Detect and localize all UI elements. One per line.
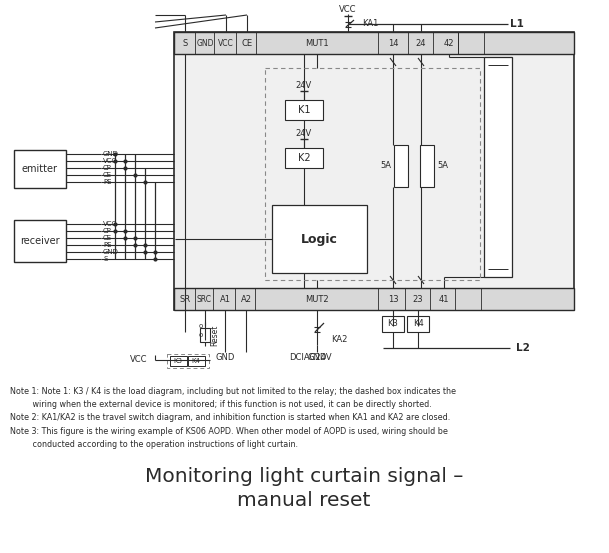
- Text: Note 1: Note 1: K3 / K4 is the load diagram, including but not limited to the re: Note 1: Note 1: K3 / K4 is the load diag…: [10, 387, 456, 449]
- Text: K1: K1: [298, 105, 310, 115]
- Text: K3: K3: [174, 358, 183, 364]
- Bar: [285, 100, 323, 120]
- Bar: [174, 32, 574, 54]
- Text: K3: K3: [387, 320, 398, 328]
- Bar: [265, 68, 480, 280]
- Text: A2: A2: [241, 295, 252, 304]
- Text: K4: K4: [192, 358, 200, 364]
- Bar: [394, 145, 408, 187]
- Bar: [14, 220, 66, 262]
- Text: GND: GND: [308, 353, 326, 363]
- Text: CE: CE: [241, 39, 253, 48]
- Text: manual reset: manual reset: [238, 491, 371, 509]
- Text: 41: 41: [438, 295, 449, 304]
- Text: CE: CE: [103, 235, 112, 241]
- Text: 24V: 24V: [296, 129, 312, 138]
- Text: CP: CP: [103, 165, 112, 171]
- Text: Logic: Logic: [301, 232, 337, 246]
- Text: S: S: [103, 256, 107, 262]
- Bar: [200, 328, 210, 342]
- Text: CE: CE: [103, 172, 112, 178]
- Bar: [174, 32, 574, 310]
- Text: KA2: KA2: [331, 336, 347, 345]
- Bar: [14, 150, 66, 188]
- Text: receiver: receiver: [20, 236, 60, 246]
- Text: VCC: VCC: [218, 39, 234, 48]
- Text: 24: 24: [416, 39, 426, 48]
- Bar: [188, 356, 205, 366]
- Text: 5A: 5A: [437, 161, 448, 170]
- Text: MUT2: MUT2: [305, 295, 329, 304]
- Text: VCC: VCC: [130, 356, 147, 364]
- Text: o: o: [199, 323, 203, 329]
- Bar: [285, 148, 323, 168]
- Text: SR: SR: [180, 295, 191, 304]
- Bar: [272, 205, 367, 273]
- Text: K4: K4: [413, 320, 423, 328]
- Text: L2: L2: [516, 343, 530, 353]
- Bar: [382, 316, 404, 332]
- Text: Reset: Reset: [211, 324, 219, 346]
- Text: Monitoring light curtain signal –: Monitoring light curtain signal –: [145, 467, 463, 486]
- Text: MUT1: MUT1: [305, 39, 329, 48]
- Text: S: S: [182, 39, 188, 48]
- Text: GND: GND: [196, 39, 214, 48]
- Bar: [170, 356, 187, 366]
- Text: GND: GND: [103, 151, 119, 157]
- Text: DCIAC24V: DCIAC24V: [289, 353, 331, 363]
- Text: PE: PE: [103, 242, 111, 248]
- Text: K2: K2: [298, 153, 311, 163]
- Text: 13: 13: [388, 295, 398, 304]
- Text: 23: 23: [413, 295, 423, 304]
- Text: 5A: 5A: [380, 161, 391, 170]
- Text: 24V: 24V: [296, 81, 312, 91]
- Text: CP: CP: [103, 228, 112, 234]
- Text: o: o: [199, 332, 203, 338]
- Text: 42: 42: [444, 39, 454, 48]
- Text: A1: A1: [219, 295, 230, 304]
- Bar: [407, 316, 429, 332]
- Text: GND: GND: [216, 353, 234, 363]
- Text: VCC: VCC: [339, 6, 357, 14]
- Bar: [167, 354, 209, 368]
- Bar: [420, 145, 434, 187]
- Text: 14: 14: [388, 39, 398, 48]
- Text: VCC: VCC: [103, 221, 118, 227]
- Text: KA1: KA1: [362, 19, 378, 29]
- Text: PE: PE: [103, 179, 111, 185]
- Text: emitter: emitter: [22, 164, 58, 174]
- Bar: [484, 57, 512, 277]
- Bar: [174, 288, 574, 310]
- Text: SRC: SRC: [197, 295, 211, 304]
- Text: L1: L1: [510, 19, 524, 29]
- Text: VCC: VCC: [103, 158, 118, 164]
- Text: GND: GND: [103, 249, 119, 255]
